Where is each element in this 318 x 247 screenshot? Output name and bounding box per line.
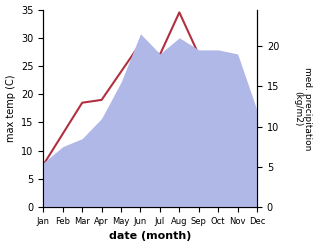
- Y-axis label: med. precipitation
(kg/m2): med. precipitation (kg/m2): [293, 67, 313, 150]
- Y-axis label: max temp (C): max temp (C): [5, 75, 16, 142]
- X-axis label: date (month): date (month): [109, 231, 191, 242]
